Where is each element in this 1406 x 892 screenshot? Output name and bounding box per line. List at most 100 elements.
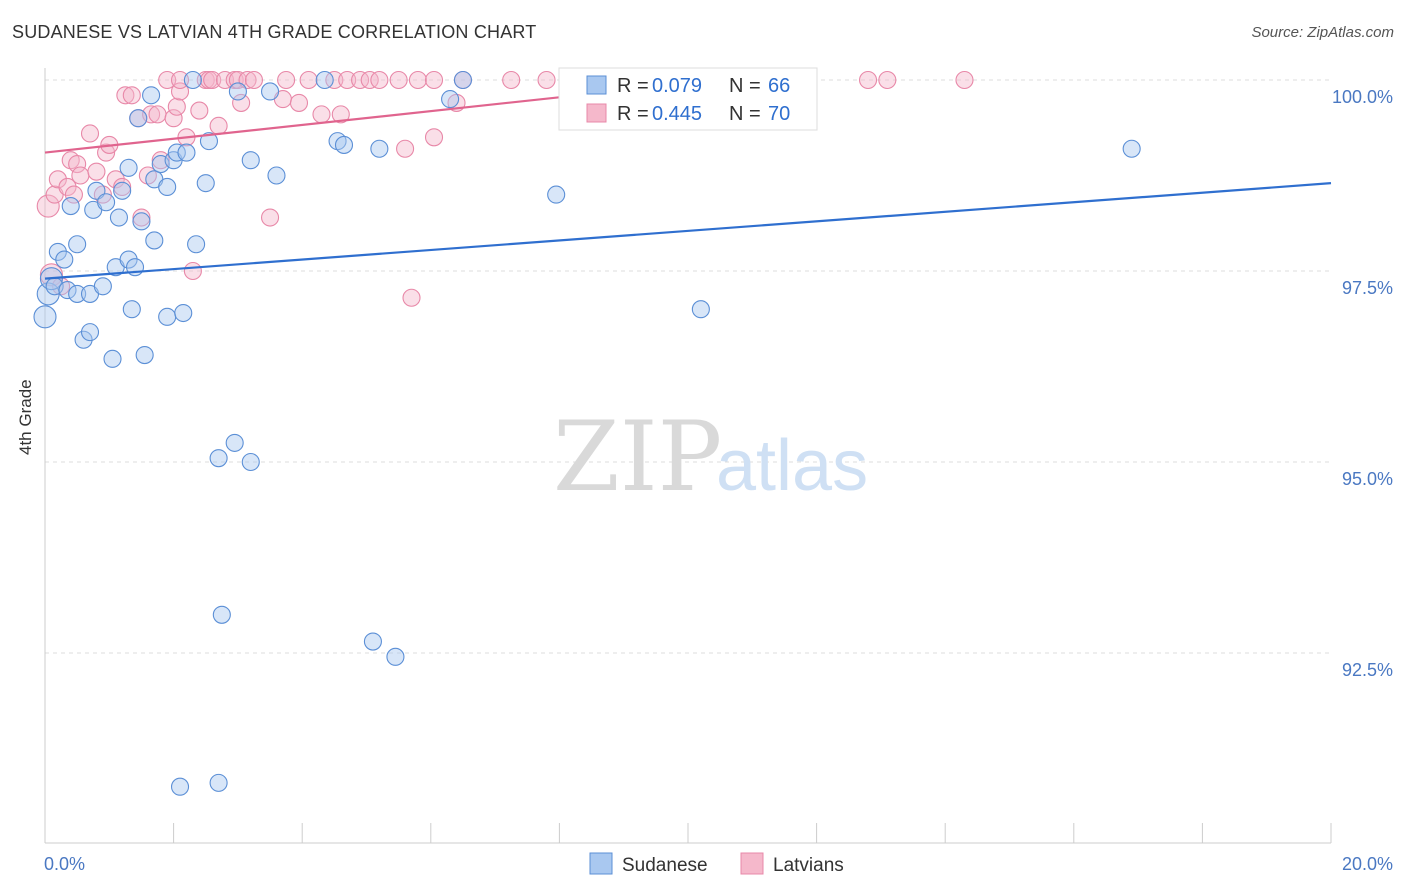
watermark: ZIP atlas <box>553 401 868 513</box>
latvian-point-54 <box>370 70 389 90</box>
sudanese-point-57 <box>386 647 405 666</box>
latvian-point-15 <box>106 170 125 189</box>
sudanese-point-25 <box>129 109 148 128</box>
latvian-point-46 <box>289 93 309 112</box>
sudanese-point-15 <box>93 277 112 296</box>
latvian-point-27 <box>167 97 186 116</box>
sudanese-point-28 <box>142 86 161 105</box>
source-label: Source: ZipAtlas.com <box>1251 24 1394 41</box>
legend-swatch-latvian <box>740 852 764 875</box>
latvian-point-17 <box>116 86 135 105</box>
sudanese-point-47 <box>228 82 247 101</box>
latvian-point-45 <box>277 70 296 90</box>
latvian-point-59 <box>424 128 444 147</box>
latvian-point-66 <box>858 70 878 90</box>
latvian-point-18 <box>122 86 141 105</box>
latvian-point-51 <box>338 70 357 90</box>
sudanese-point-59 <box>453 70 473 90</box>
latvian-point-52 <box>351 70 370 90</box>
sudanese-point-19 <box>109 208 128 227</box>
sudanese-point-0 <box>33 305 57 329</box>
sudanese-point-10 <box>74 330 93 349</box>
latvian-point-31 <box>183 261 202 281</box>
sudanese-point-36 <box>170 777 190 796</box>
sudanese-point-42 <box>199 132 219 151</box>
sudanese-point-46 <box>225 433 244 452</box>
sudanese-point-26 <box>132 212 151 231</box>
latvian-point-37 <box>215 70 235 90</box>
stats-r-label-latvian: R = <box>617 103 649 125</box>
x-tick-label-0: 0.0% <box>44 854 85 874</box>
sudanese-point-16 <box>97 193 116 212</box>
latvian-point-26 <box>164 109 183 128</box>
sudanese-points <box>33 70 1141 796</box>
y-tick-label-0: 92.5% <box>1342 660 1393 680</box>
sudanese-point-61 <box>691 300 710 319</box>
sudanese-point-58 <box>441 90 460 109</box>
latvian-point-20 <box>132 208 151 227</box>
latvian-point-25 <box>158 70 177 90</box>
stats-r-value-sudanese: 0.079 <box>652 75 702 97</box>
sudanese-point-29 <box>145 231 164 250</box>
latvian-point-68 <box>955 70 974 90</box>
sudanese-point-40 <box>187 235 206 254</box>
stats-n-label-sudanese: N = <box>729 75 761 97</box>
sudanese-point-27 <box>135 345 154 365</box>
latvian-point-36 <box>209 116 228 135</box>
sudanese-point-8 <box>68 235 87 254</box>
latvian-point-47 <box>299 70 318 90</box>
latvian-point-42 <box>244 70 264 90</box>
stats-legend-swatch-sudanese <box>586 75 607 95</box>
stats-legend-swatch-latvian <box>586 103 607 123</box>
sudanese-point-20 <box>113 181 132 200</box>
stats-n-value-latvian: 70 <box>768 103 790 125</box>
sudanese-point-44 <box>212 605 231 624</box>
sudanese-point-54 <box>334 135 354 154</box>
latvian-point-9 <box>71 166 90 185</box>
stats-r-value-latvian: 0.445 <box>652 103 702 125</box>
sudanese-point-60 <box>547 185 566 204</box>
sudanese-point-62 <box>1122 139 1141 158</box>
y-tick-label-1: 95.0% <box>1342 469 1393 489</box>
sudanese-point-4 <box>48 242 67 261</box>
stats-n-label-latvian: N = <box>729 103 761 125</box>
stats-r-label-sudanese: R = <box>617 75 649 97</box>
sudanese-point-11 <box>80 323 100 342</box>
latvian-point-55 <box>389 70 408 90</box>
sudanese-point-50 <box>260 82 280 101</box>
latvian-point-40 <box>232 93 251 112</box>
sudanese-point-48 <box>241 151 260 170</box>
sudanese-point-43 <box>209 449 228 468</box>
latvian-point-48 <box>312 105 331 124</box>
latvian-point-29 <box>170 70 190 90</box>
stats-legend: R = 0.079 N = 66 R = 0.445 N = 70 <box>558 67 818 131</box>
chart-title: SUDANESE VS LATVIAN 4TH GRADE CORRELATIO… <box>12 22 537 42</box>
sudanese-point-32 <box>158 177 177 197</box>
sudanese-point-6 <box>58 281 77 300</box>
sudanese-point-17 <box>103 349 122 368</box>
latvian-point-67 <box>878 70 897 90</box>
latvian-point-16 <box>113 177 132 197</box>
sudanese-point-55 <box>363 632 382 651</box>
latvian-point-64 <box>537 70 556 90</box>
latvian-points <box>36 70 974 307</box>
latvian-point-0 <box>36 194 60 218</box>
sudanese-point-45 <box>209 773 228 792</box>
latvian-point-7 <box>64 185 83 204</box>
sudanese-point-52 <box>315 70 334 90</box>
latvian-point-43 <box>260 208 280 227</box>
latvian-point-35 <box>203 70 222 90</box>
sudanese-point-37 <box>174 303 193 323</box>
x-tick-label-1: 20.0% <box>1342 854 1393 874</box>
latvian-point-23 <box>148 105 167 124</box>
sudanese-point-56 <box>370 139 389 158</box>
latvian-point-5 <box>58 177 77 197</box>
latvian-point-53 <box>360 70 379 90</box>
sudanese-point-7 <box>61 197 80 216</box>
sudanese-point-5 <box>55 250 74 269</box>
latvian-point-3 <box>48 170 67 189</box>
sudanese-point-33 <box>158 307 177 326</box>
grid-lines <box>45 79 1331 654</box>
stats-n-value-sudanese: 66 <box>768 75 790 97</box>
axes <box>44 68 1332 844</box>
